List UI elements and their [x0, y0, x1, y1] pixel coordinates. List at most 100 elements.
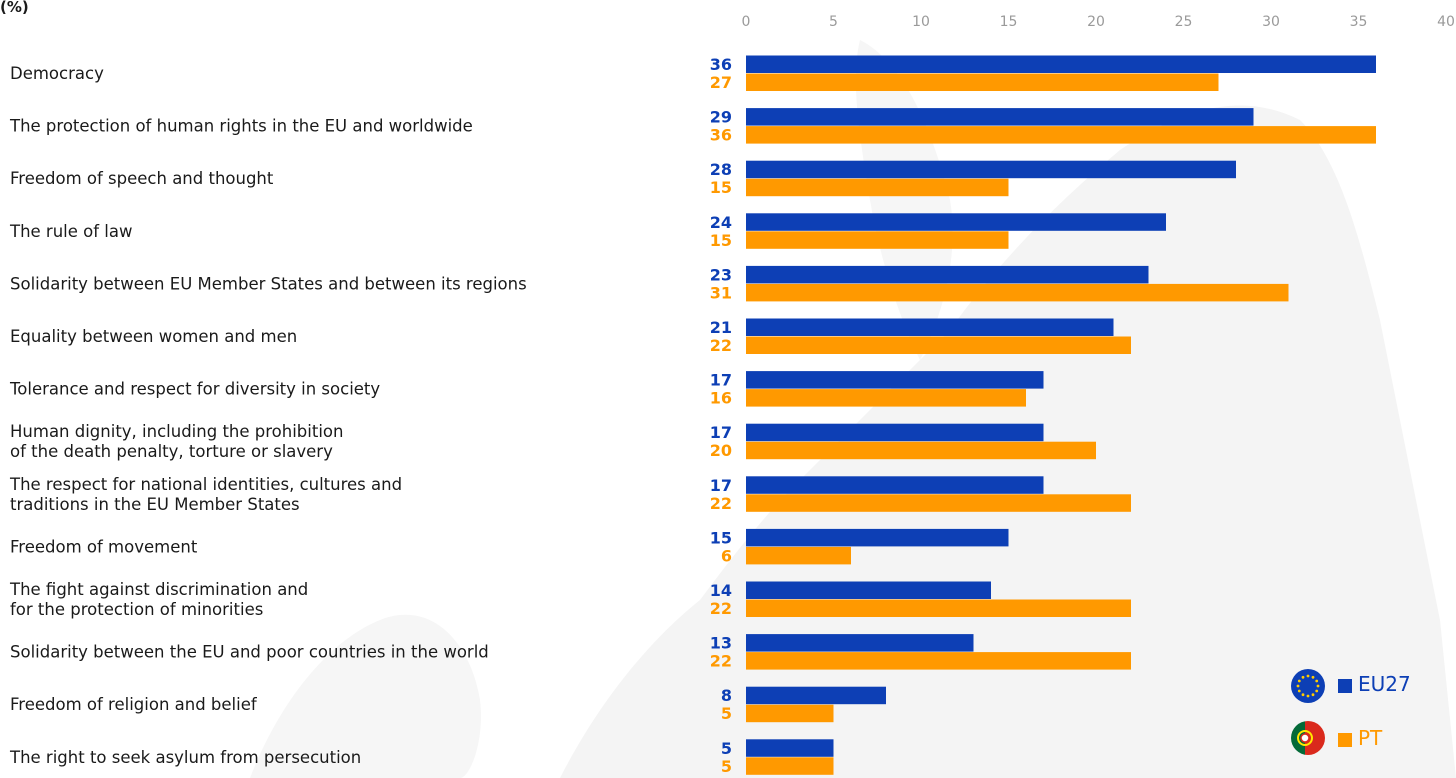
bar-eu27 [746, 476, 1044, 494]
value-label-eu27: 13 [710, 634, 732, 653]
value-label-eu27: 17 [710, 476, 732, 495]
category-label: Solidarity between EU Member States and … [10, 274, 527, 293]
x-tick-label: 30 [1262, 14, 1280, 30]
category-label-line: Solidarity between the EU and poor count… [10, 643, 489, 662]
x-tick-label: 10 [912, 14, 930, 30]
legend-label-pt: PT [1358, 726, 1383, 750]
eu-flag-icon [1291, 669, 1325, 703]
x-tick-label: 15 [1000, 14, 1018, 30]
unit-label: (%) [0, 0, 29, 16]
category-label: The fight against discrimination and for … [9, 580, 308, 619]
bar-pt [746, 336, 1131, 354]
bar-pt [746, 231, 1009, 249]
legend-label-eu27: EU27 [1358, 672, 1411, 696]
category-label: The right to seek asylum from persecutio… [9, 748, 361, 767]
value-label-eu27: 15 [710, 528, 732, 547]
portugal-flag-icon [1291, 721, 1325, 755]
category-label: Freedom of movement [10, 537, 198, 556]
category-label-line: Democracy [10, 64, 104, 83]
category-label-line: for the protection of minorities [10, 600, 263, 619]
category-label-line: Equality between women and men [10, 327, 297, 346]
category-label-line: traditions in the EU Member States [10, 495, 300, 514]
value-label-eu27: 36 [710, 55, 732, 74]
x-tick-label: 25 [1175, 14, 1193, 30]
bar-pt [746, 178, 1009, 197]
category-label: Freedom of speech and thought [10, 169, 274, 188]
bar-eu27 [746, 528, 1009, 547]
value-label-pt: 22 [710, 336, 732, 355]
bar-eu27 [746, 108, 1254, 126]
value-label-pt: 15 [710, 231, 732, 250]
value-label-eu27: 5 [721, 739, 732, 758]
category-label: The protection of human rights in the EU… [9, 117, 473, 136]
category-label: The respect for national identities, cul… [9, 475, 402, 514]
x-tick-label: 35 [1350, 14, 1368, 30]
category-label-line: The rule of law [9, 222, 133, 241]
value-label-pt: 31 [710, 283, 732, 302]
value-label-eu27: 21 [710, 318, 732, 337]
value-label-pt: 15 [710, 178, 732, 197]
category-label-line: Freedom of speech and thought [10, 169, 274, 188]
bar-pt [746, 546, 851, 565]
legend-item-eu27: EU27 [1288, 664, 1448, 704]
value-label-pt: 22 [710, 494, 732, 513]
category-label-line: Human dignity, including the prohibition [10, 422, 343, 441]
value-label-eu27: 29 [710, 108, 732, 127]
value-label-eu27: 23 [710, 265, 732, 284]
bar-eu27 [746, 739, 834, 757]
bar-eu27 [746, 318, 1114, 336]
category-label: Equality between women and men [10, 327, 297, 346]
value-label-pt: 6 [721, 546, 732, 565]
value-label-eu27: 8 [721, 686, 732, 705]
value-label-pt: 5 [721, 757, 732, 776]
category-label-line: The respect for national identities, cul… [9, 475, 402, 494]
category-label: Democracy [10, 64, 104, 83]
bar-eu27 [746, 634, 974, 652]
category-label: Tolerance and respect for diversity in s… [9, 380, 380, 399]
value-label-pt: 36 [710, 126, 732, 145]
bar-eu27 [746, 423, 1044, 442]
bar-pt [746, 283, 1289, 302]
legend-swatch-eu27 [1338, 679, 1352, 693]
value-label-eu27: 28 [710, 160, 732, 179]
category-label-line: Tolerance and respect for diversity in s… [9, 380, 380, 399]
bar-pt [746, 704, 834, 723]
category-label-line: Solidarity between EU Member States and … [10, 274, 527, 293]
category-label-line: of the death penalty, torture or slavery [10, 442, 333, 461]
bar-pt [746, 494, 1131, 512]
value-label-pt: 27 [710, 73, 732, 92]
value-label-eu27: 17 [710, 423, 732, 442]
value-label-pt: 5 [721, 704, 732, 723]
value-label-pt: 22 [710, 652, 732, 671]
x-tick-label: 0 [742, 14, 751, 30]
category-label-line: The fight against discrimination and [9, 580, 308, 599]
category-label: Freedom of religion and belief [10, 695, 258, 714]
bar-pt [746, 757, 834, 775]
bar-eu27 [746, 686, 886, 705]
x-tick-label: 40 [1437, 14, 1455, 30]
x-tick-label: 20 [1087, 14, 1105, 30]
legend-swatch-pt [1338, 733, 1352, 747]
category-label-line: The right to seek asylum from persecutio… [9, 748, 361, 767]
category-label: The rule of law [9, 222, 133, 241]
category-label-line: Freedom of movement [10, 537, 198, 556]
bar-pt [746, 599, 1131, 617]
x-tick-label: 5 [829, 14, 838, 30]
value-label-pt: 20 [710, 441, 732, 460]
category-label: Human dignity, including the prohibition… [10, 422, 343, 461]
value-label-eu27: 24 [710, 213, 732, 232]
bar-pt [746, 652, 1131, 670]
bar-pt [746, 73, 1219, 91]
value-label-pt: 16 [710, 389, 732, 408]
bar-eu27 [746, 55, 1376, 73]
category-label-line: Freedom of religion and belief [10, 695, 258, 714]
category-label: Solidarity between the EU and poor count… [10, 643, 489, 662]
bar-pt [746, 389, 1026, 407]
category-label-line: The protection of human rights in the EU… [9, 117, 473, 136]
bar-eu27 [746, 213, 1166, 231]
bar-pt [746, 441, 1096, 460]
bar-eu27 [746, 371, 1044, 389]
bar-pt [746, 126, 1376, 144]
legend-item-pt: PT [1288, 718, 1448, 758]
